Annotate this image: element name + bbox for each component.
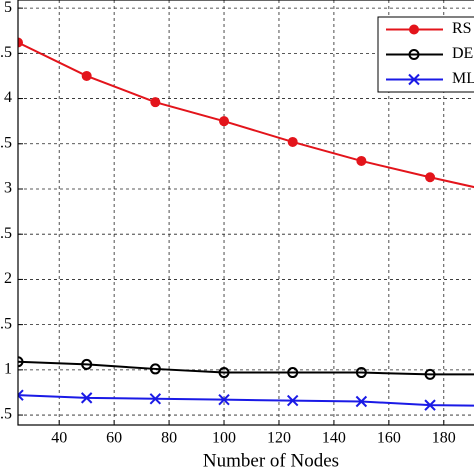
data-point (150, 97, 161, 108)
x-axis-label: Number of Nodes (203, 450, 339, 471)
x-tick-label: 180 (432, 430, 456, 447)
x-tick-label: 40 (51, 430, 67, 447)
data-point (286, 394, 299, 407)
data-point (81, 358, 93, 370)
legend-label: RS (452, 20, 472, 37)
series-line (18, 41, 474, 189)
data-point (218, 367, 230, 379)
data-point (425, 172, 436, 183)
y-tick-label: 4 (4, 89, 12, 106)
data-point (287, 367, 299, 379)
data-point (80, 392, 93, 404)
data-point (287, 136, 298, 147)
legend-label: DE (452, 45, 473, 62)
y-tick-label: 2.5 (0, 225, 12, 242)
data-point (355, 395, 368, 408)
x-tick-label: 60 (106, 430, 122, 447)
plot-area (18, 0, 474, 425)
data-point (81, 70, 92, 81)
y-tick-label: 1 (4, 361, 12, 378)
y-tick-label: 1.5 (0, 315, 12, 332)
data-point (149, 393, 162, 405)
data-point (218, 393, 230, 406)
legend: RS DE ML (377, 16, 474, 93)
legend-marker (408, 49, 420, 60)
data-point (18, 37, 23, 48)
series-line (18, 360, 474, 376)
legend-marker (408, 73, 420, 86)
legend-marker (409, 24, 419, 35)
y-tick-label: 2 (4, 270, 12, 287)
data-point (424, 399, 436, 411)
data-point (18, 389, 24, 401)
x-tick-label: 160 (377, 430, 401, 447)
data-point (355, 367, 367, 379)
x-tick-label: 100 (212, 430, 236, 447)
series-line (18, 394, 474, 407)
data-point (149, 363, 161, 375)
data-point (219, 116, 230, 127)
legend-label: ML (452, 70, 474, 87)
y-tick-label: 5 (4, 0, 12, 16)
x-tick-label: 120 (267, 430, 291, 447)
data-point (18, 356, 24, 368)
data-point (356, 155, 367, 166)
data-point (424, 368, 436, 380)
y-tick-label: 0.5 (0, 406, 12, 423)
y-tick-label: 4.5 (0, 44, 12, 61)
x-tick-label: 80 (161, 430, 177, 447)
x-tick-label: 140 (322, 430, 346, 447)
y-tick-label: 3.5 (0, 134, 12, 151)
plot-frame (17, 0, 474, 426)
y-tick-label: 3 (4, 180, 12, 197)
